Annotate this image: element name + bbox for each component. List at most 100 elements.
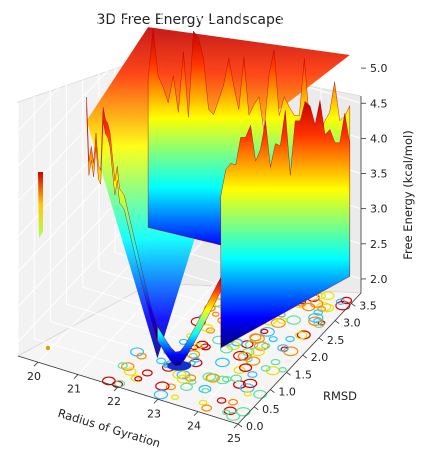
x-tick-label: 20 (27, 370, 41, 383)
contour-ring (261, 342, 271, 349)
contour-ring (226, 411, 241, 421)
z-tick-label: 3.5 (370, 168, 388, 181)
x-tick-mark (113, 386, 119, 392)
y-axis-line (237, 292, 362, 425)
contour-ring (136, 352, 147, 360)
y-tick-label: 2.5 (327, 334, 345, 347)
contour-ring (231, 338, 243, 347)
contour-ring (243, 391, 252, 397)
contour-ring (247, 371, 258, 378)
contour-ring (171, 394, 180, 400)
contour-ring (253, 389, 267, 399)
isolated-spike (38, 172, 43, 238)
z-tick-label: 3.0 (370, 203, 388, 216)
surface-wall (86, 96, 158, 341)
x-tick-label: 24 (187, 420, 201, 433)
contour-ring (276, 317, 287, 324)
contour-ring (134, 376, 143, 382)
contour-ring (310, 299, 324, 308)
contour-ring (316, 292, 327, 299)
contour-ring (313, 309, 324, 316)
y-ticks: 0.0 0.5 1.0 1.5 2.0 2.5 3.0 3.5 (237, 299, 377, 433)
z-tick-label: 2.0 (370, 273, 388, 286)
contour-ring (215, 375, 230, 385)
contour-ring (192, 357, 201, 363)
contour-ring (277, 344, 289, 352)
contour-ring (189, 358, 203, 368)
contour-ring (285, 335, 295, 343)
contour-ring (211, 311, 220, 317)
y-tick-label: 0.5 (262, 403, 280, 416)
contour-ring (123, 367, 137, 376)
z-tick-label: 2.5 (370, 238, 388, 251)
x-ticks: 20 21 22 23 24 25 (27, 361, 241, 445)
surface-wall (157, 277, 222, 367)
contour-ring (278, 367, 287, 373)
z-tick-label: 4.5 (370, 97, 388, 110)
contour-ring (335, 298, 346, 305)
contour-ring (102, 376, 116, 386)
x-tick-label: 25 (227, 432, 241, 445)
contour-ring (202, 372, 217, 382)
contour-ring (215, 357, 230, 368)
y-tick-label: 3.0 (343, 317, 361, 330)
y-tick-mark (318, 337, 324, 342)
contour-ring (320, 291, 335, 301)
y-tick-label: 2.0 (311, 351, 329, 364)
y-tick-label: 3.5 (359, 299, 377, 312)
contour-ring (156, 357, 167, 365)
contour-ring (201, 404, 213, 412)
x-tick-label: 23 (147, 407, 161, 420)
z-gridline (17, 0, 142, 132)
z-tick-label: 4.0 (370, 132, 388, 145)
contour-ring (268, 336, 278, 343)
z-gridline (17, 34, 142, 167)
contour-ring (180, 382, 193, 391)
z-tick-label: 5.0 (370, 62, 388, 75)
y-tick-mark (270, 389, 275, 393)
x-tick-mark (33, 361, 39, 367)
x-tick-mark (73, 374, 79, 379)
contour-ring (201, 387, 210, 394)
z-axis-label: Free Energy (kcal/mol) (401, 130, 415, 259)
y-tick-mark (334, 320, 340, 324)
contour-ring (114, 380, 126, 388)
contour-ring (295, 331, 308, 340)
contour-ring (233, 350, 249, 361)
y-gridline (34, 338, 255, 408)
y-tick-label: 1.0 (278, 386, 296, 399)
contour-ring (121, 362, 135, 371)
contour-ring (221, 409, 231, 416)
y-tick-label: 0.0 (246, 420, 264, 433)
contour-ring (340, 296, 353, 305)
z-ticks: 2.0 2.5 3.0 3.5 4.0 4.5 5.0 (361, 62, 388, 286)
contour-ring (153, 389, 169, 400)
y-tick-label: 1.5 (295, 368, 313, 381)
contour-ring (228, 398, 239, 406)
contour-ring (335, 300, 351, 311)
x-tick-mark (153, 398, 159, 404)
y-tick-mark (302, 354, 307, 359)
contour-ring (165, 383, 176, 391)
contour-ring (237, 351, 252, 361)
contour-ring (200, 343, 211, 351)
contour-ring (176, 374, 191, 384)
contour-ring (249, 333, 265, 344)
y-tick-mark (237, 423, 243, 428)
contour-ring (193, 343, 203, 350)
x-tick-label: 21 (67, 383, 81, 396)
contour-ring (308, 316, 323, 326)
x-tick-mark (233, 423, 239, 429)
contour-ring (308, 312, 324, 323)
contour-ring (184, 374, 197, 382)
contour-ring (250, 347, 265, 357)
contour-ring (270, 358, 281, 366)
contour-ring (205, 327, 216, 334)
y-tick-mark (351, 303, 356, 307)
surface-wall (220, 100, 350, 349)
contour-ring (216, 397, 227, 404)
contour-ring (239, 363, 253, 372)
x-tick-mark (193, 411, 199, 416)
contour-ring (141, 369, 153, 377)
